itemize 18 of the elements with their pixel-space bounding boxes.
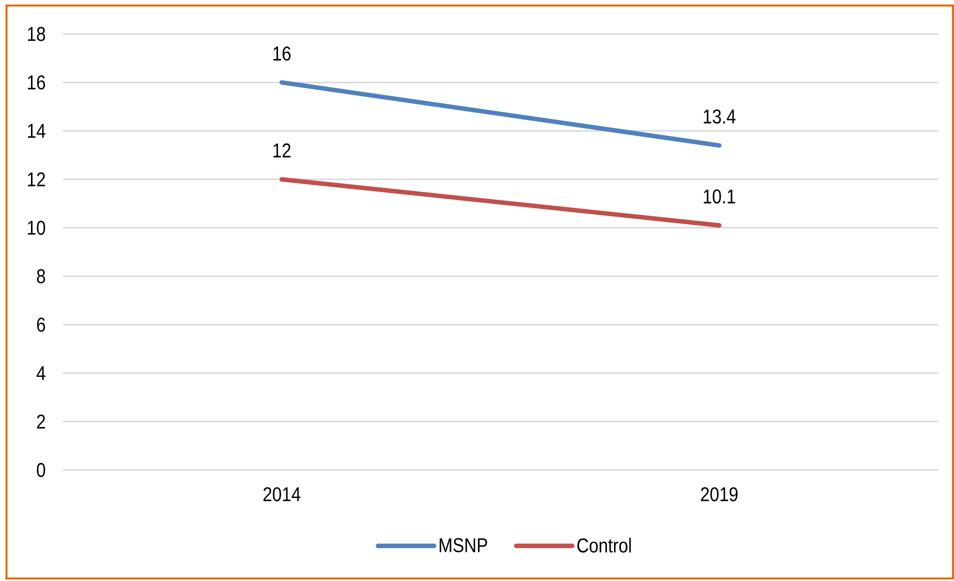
y-tick-label: 14 xyxy=(28,124,46,138)
y-tick-label: 18 xyxy=(28,26,46,42)
y-tick-label: 8 xyxy=(36,269,46,284)
data-label: 13.4 xyxy=(704,109,736,124)
data-label: 12 xyxy=(274,143,290,158)
y-tick-label: 0 xyxy=(36,462,46,478)
legend-label: MSNP xyxy=(440,538,488,552)
y-tick-label: 2 xyxy=(37,414,45,429)
y-tick-label: 4 xyxy=(36,366,46,380)
x-tick-label: 2014 xyxy=(263,487,300,502)
y-tick-label: 16 xyxy=(28,75,46,90)
y-tick-label: 6 xyxy=(37,318,46,332)
data-label: 10.1 xyxy=(704,189,736,204)
x-tick-label: 2019 xyxy=(700,487,738,502)
legend-label: Control xyxy=(577,538,631,553)
y-tick-label: 12 xyxy=(28,172,45,186)
data-label: 16 xyxy=(274,46,291,61)
y-tick-label: 10 xyxy=(28,220,46,235)
